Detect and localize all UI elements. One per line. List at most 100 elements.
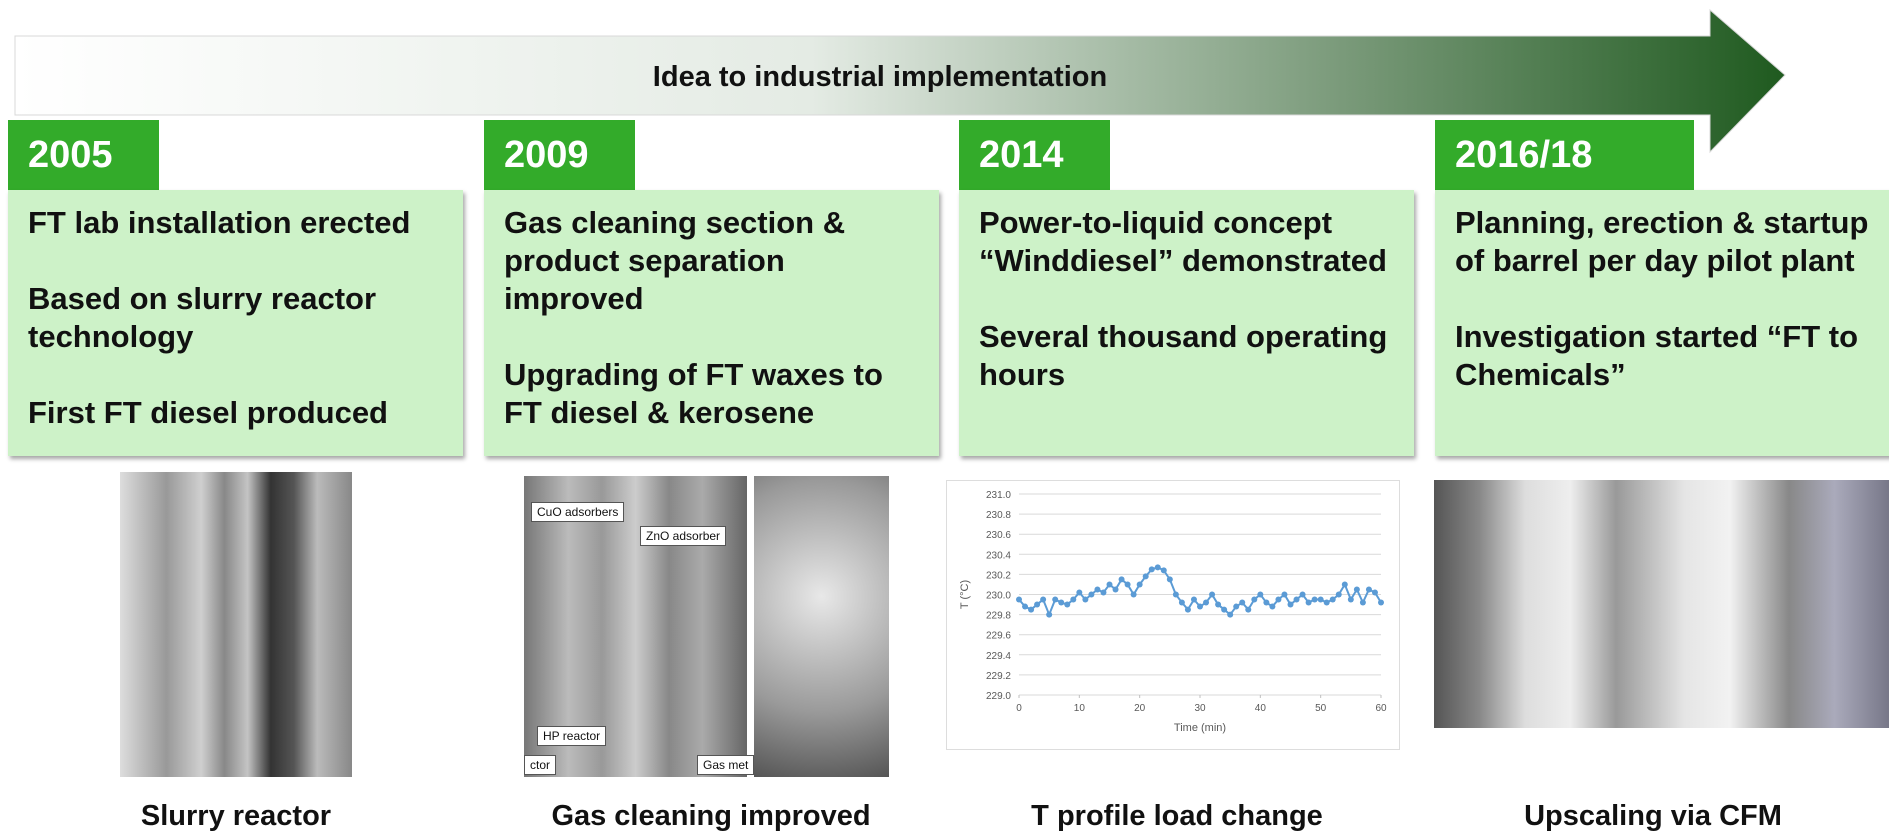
temperature-point — [1154, 564, 1161, 571]
temperature-point — [1251, 596, 1258, 603]
photo — [1434, 480, 1889, 728]
x-axis-label: Time (min) — [1174, 722, 1226, 734]
temperature-point — [1257, 591, 1264, 598]
temperature-point — [1347, 596, 1354, 603]
x-tick-label: 0 — [1016, 703, 1022, 714]
temperature-point — [1197, 603, 1203, 610]
temperature-chart: 229.0 229.2 229.4 229.6 229.8 230.0 230.2 230.4… — [946, 480, 1400, 750]
temperature-point — [1233, 603, 1240, 610]
temperature-point — [1190, 596, 1197, 603]
milestone-text: First FT diesel produced — [28, 395, 388, 430]
temperature-point — [1142, 573, 1149, 580]
temperature-point — [1227, 611, 1234, 618]
temperature-point — [1088, 591, 1095, 598]
temperature-point — [1064, 601, 1071, 608]
temperature-point — [1335, 591, 1342, 598]
y-tick-label: 230.6 — [986, 530, 1011, 541]
temperature-point — [1305, 599, 1312, 606]
temperature-point — [1341, 581, 1348, 588]
caption: T profile load change — [1031, 800, 1323, 832]
photo-label: Gas met — [697, 755, 755, 775]
temperature-point — [1317, 596, 1324, 603]
x-tick-label: 20 — [1134, 703, 1146, 714]
y-axis-label: T (°C) — [959, 580, 971, 609]
caption: Gas cleaning improved — [551, 800, 871, 832]
temperature-point — [1353, 586, 1360, 593]
milestone-text: Investigation started “FT to Chemicals” — [1455, 319, 1859, 392]
year-tab: 2005 — [8, 120, 159, 190]
milestone-box: Planning, erection & startup of barrel p… — [1435, 190, 1889, 456]
temperature-point — [1046, 611, 1053, 618]
caption: Upscaling via CFM — [1524, 800, 1782, 832]
temperature-point — [1130, 591, 1137, 598]
temperature-point — [1378, 599, 1384, 606]
temperature-point — [1028, 606, 1035, 613]
arrow: Idea to industrial implementation — [14, 8, 1786, 154]
x-tick-label: 40 — [1255, 703, 1267, 714]
temperature-point — [1160, 567, 1167, 574]
temperature-point — [1287, 601, 1294, 608]
temperature-point — [1209, 591, 1216, 598]
milestone-text: Upgrading of FT waxes to FT diesel & ker… — [504, 357, 883, 430]
temperature-point — [1034, 601, 1041, 608]
y-tick-label: 230.2 — [986, 570, 1011, 581]
temperature-point — [1329, 596, 1336, 603]
photo — [120, 472, 352, 777]
temperature-point — [1016, 596, 1022, 603]
y-tick-label: 231.0 — [986, 490, 1011, 501]
temperature-point — [1245, 606, 1252, 613]
temperature-point — [1203, 599, 1210, 606]
temperature-point — [1058, 599, 1065, 606]
temperature-point — [1371, 589, 1378, 596]
milestone-text: Planning, erection & startup of barrel p… — [1455, 205, 1869, 278]
year-tab: 2009 — [484, 120, 635, 190]
temperature-point — [1269, 603, 1276, 610]
temperature-point — [1076, 589, 1083, 596]
x-tick-label: 60 — [1375, 703, 1387, 714]
temperature-point — [1178, 599, 1185, 606]
temperature-point — [1281, 591, 1288, 598]
temperature-point — [1359, 599, 1366, 606]
temperature-point — [1239, 599, 1246, 606]
milestone-text: Power-to-liquid concept “Winddiesel” dem… — [979, 205, 1387, 278]
y-tick-label: 229.0 — [986, 691, 1011, 702]
milestone-box: Gas cleaning section & product separatio… — [484, 190, 939, 456]
temperature-point — [1263, 599, 1270, 606]
temperature-point — [1022, 603, 1029, 610]
y-tick-label: 230.4 — [986, 550, 1011, 561]
temperature-point — [1112, 586, 1119, 593]
temperature-point — [1124, 581, 1131, 588]
temperature-point — [1365, 586, 1372, 593]
photo-label: HP reactor — [537, 726, 607, 746]
photo-label: CuO adsorbers — [531, 502, 625, 522]
x-tick-label: 10 — [1074, 703, 1086, 714]
temperature-point — [1323, 599, 1330, 606]
temperature-point — [1118, 576, 1125, 583]
header-title: Idea to industrial implementation — [653, 61, 1107, 93]
temperature-point — [1299, 591, 1306, 598]
y-tick-label: 229.8 — [986, 611, 1011, 622]
milestone-text: Several thousand operating hours — [979, 319, 1388, 392]
temperature-point — [1136, 581, 1143, 588]
photo-label: ctor — [524, 755, 557, 775]
milestone-text: Based on slurry reactor technology — [28, 281, 377, 354]
y-tick-label: 229.2 — [986, 671, 1011, 682]
temperature-point — [1311, 596, 1318, 603]
temperature-point — [1106, 581, 1113, 588]
temperature-point — [1100, 589, 1107, 596]
y-tick-label: 229.6 — [986, 631, 1011, 642]
temperature-point — [1052, 596, 1059, 603]
y-tick-label: 230.8 — [986, 510, 1011, 521]
temperature-point — [1221, 606, 1228, 613]
temperature-point — [1275, 596, 1282, 603]
temperature-point — [1293, 596, 1300, 603]
temperature-point — [1148, 566, 1155, 573]
x-tick-label: 50 — [1315, 703, 1327, 714]
x-tick-label: 30 — [1194, 703, 1206, 714]
year-tab: 2014 — [959, 120, 1110, 190]
temperature-point — [1040, 596, 1047, 603]
milestone-text: FT lab installation erected — [28, 205, 411, 240]
y-tick-label: 230.0 — [986, 591, 1011, 602]
temperature-point — [1082, 596, 1089, 603]
